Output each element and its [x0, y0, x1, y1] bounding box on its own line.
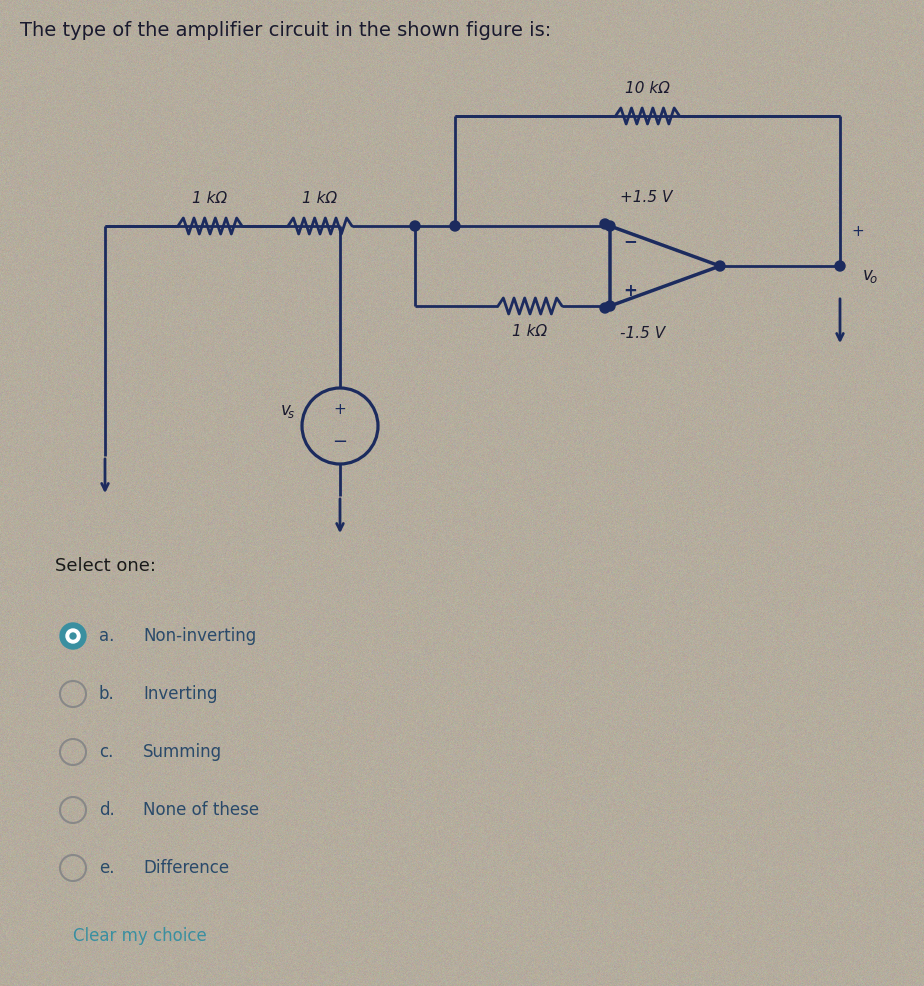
Circle shape	[605, 301, 615, 311]
Text: d.: d.	[99, 801, 115, 819]
Text: a.: a.	[99, 627, 115, 645]
Text: $v_{\!s}$: $v_{\!s}$	[280, 402, 296, 420]
Text: Inverting: Inverting	[143, 685, 217, 703]
Text: 1 kΩ: 1 kΩ	[302, 191, 337, 206]
Circle shape	[70, 633, 76, 639]
Circle shape	[605, 221, 615, 231]
Text: 1 kΩ: 1 kΩ	[513, 324, 548, 339]
Circle shape	[450, 221, 460, 231]
Text: 1 kΩ: 1 kΩ	[192, 191, 227, 206]
Text: Difference: Difference	[143, 859, 229, 877]
Text: The type of the amplifier circuit in the shown figure is:: The type of the amplifier circuit in the…	[20, 22, 552, 40]
Circle shape	[835, 261, 845, 271]
Text: +: +	[334, 402, 346, 417]
Text: Select one:: Select one:	[55, 557, 156, 575]
Text: +: +	[623, 282, 637, 300]
Text: e.: e.	[99, 859, 115, 877]
Text: Summing: Summing	[143, 743, 222, 761]
Text: Clear my choice: Clear my choice	[73, 927, 207, 945]
Text: 10 kΩ: 10 kΩ	[625, 81, 670, 96]
Circle shape	[600, 219, 610, 229]
Text: +: +	[852, 224, 864, 239]
Text: +1.5 V: +1.5 V	[620, 190, 673, 205]
Text: Non-inverting: Non-inverting	[143, 627, 256, 645]
Text: b.: b.	[99, 685, 115, 703]
Text: $v_{\!o}$: $v_{\!o}$	[862, 267, 879, 285]
Text: None of these: None of these	[143, 801, 259, 819]
Text: −: −	[623, 232, 637, 250]
Circle shape	[66, 629, 80, 643]
Circle shape	[410, 221, 420, 231]
Text: -1.5 V: -1.5 V	[620, 326, 665, 341]
Text: −: −	[333, 433, 347, 451]
Circle shape	[600, 303, 610, 313]
Circle shape	[715, 261, 725, 271]
Circle shape	[60, 623, 86, 649]
Text: c.: c.	[99, 743, 114, 761]
